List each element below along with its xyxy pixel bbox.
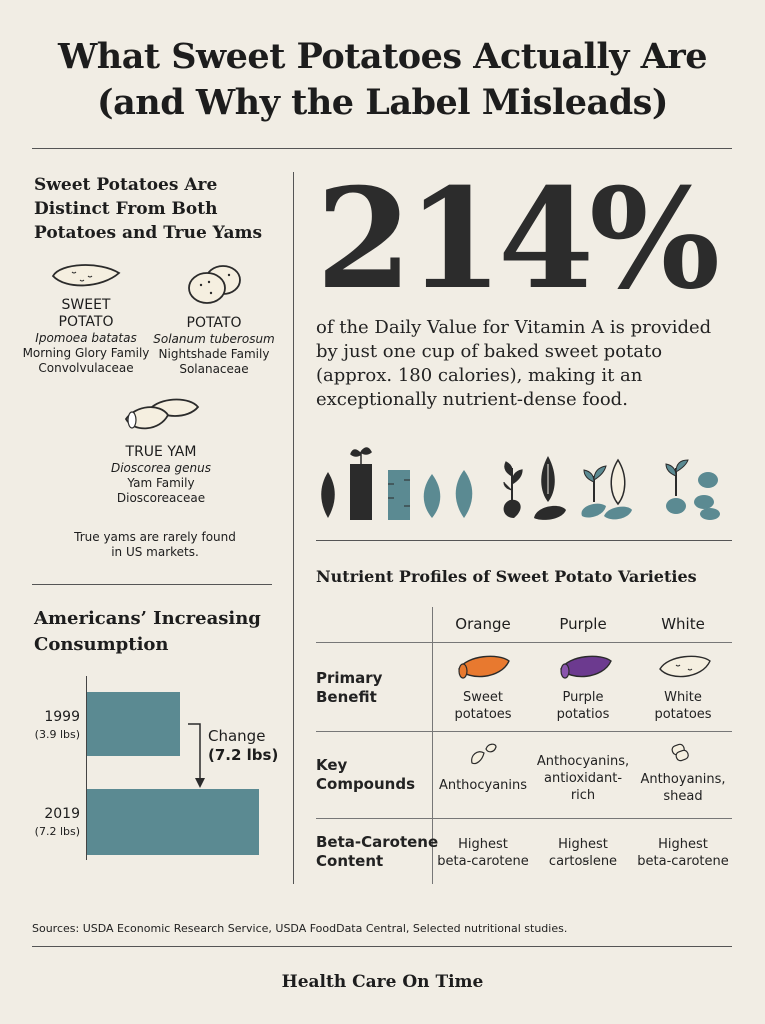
footer-divider [32, 946, 732, 947]
bar-label-2019: 2019 (7.2 lbs) [34, 806, 80, 838]
sweet-potato-item: SWEET POTATO Ipomoea batatas Morning Glo… [22, 297, 150, 375]
sources-note: Sources: USDA Economic Research Service,… [32, 922, 568, 935]
col-white: White [661, 615, 705, 633]
cell-orange-compounds: Anthocyanins [438, 778, 528, 793]
bar-1999 [87, 692, 180, 756]
table-row-rule-2 [316, 818, 732, 819]
cell-orange-beta: Highest beta-carotene [437, 837, 529, 869]
table-row-rule-1 [316, 731, 732, 732]
row-header-primary-benefit: Primary Benefit [316, 669, 383, 706]
left-section-divider [32, 584, 272, 585]
page-title: What Sweet Potatoes Actually Are (and Wh… [0, 34, 765, 126]
potato-item: POTATO Solanum tuberosum Nightshade Fami… [153, 315, 275, 376]
white-sweet-potato-icon [659, 655, 711, 678]
distinct-heading: Sweet Potatoes Are Distinct From Both Po… [34, 175, 263, 243]
title-line-2: (and Why the Label Misleads) [97, 82, 668, 123]
sweet-potato-icon [51, 264, 121, 287]
col-orange: Orange [455, 615, 511, 633]
col-purple: Purple [559, 615, 607, 633]
true-yam-item: TRUE YAM Dioscorea genus Yam Family Dios… [110, 444, 212, 505]
cell-white-compounds: Anthoyanins, shead [640, 772, 726, 804]
row-header-key-compounds: Key Compounds [316, 756, 416, 793]
orange-sweet-potato-icon [458, 655, 510, 679]
row-header-beta-carotene: Beta-Carotene Content [316, 833, 439, 870]
cell-white-benefit: White potatoes [654, 690, 712, 722]
compound-sprout-icon [471, 743, 497, 765]
profiles-heading: Nutrient Profiles of Sweet Potato Variet… [316, 567, 697, 586]
vitamin-description: of the Daily Value for Vitamin A is prov… [316, 317, 712, 410]
chart-axis [86, 676, 87, 860]
cell-white-beta: Highest beta-carotene [637, 837, 729, 869]
purple-sweet-potato-icon [560, 655, 612, 679]
true-yam-note: True yams are rarely found in US markets… [74, 530, 236, 559]
potato-icon [188, 265, 241, 304]
column-divider [293, 172, 294, 884]
vitamin-stat: 214% [316, 157, 720, 320]
title-divider [32, 148, 732, 149]
sweet-potato-varieties-illustration [321, 447, 720, 520]
title-line-1: What Sweet Potatoes Actually Are [57, 36, 708, 77]
cell-purple-beta: Highest cartoꞩlene [548, 837, 618, 869]
brand-name: Health Care On Time [281, 972, 484, 992]
bar-label-1999: 1999 (3.9 lbs) [34, 709, 80, 741]
change-annotation: Change (7.2 lbs) [208, 727, 279, 764]
cell-purple-compounds: Anthocyanins, antioxidant- rich [536, 754, 630, 803]
compound-slices-icon [671, 743, 689, 762]
table-header-rule [316, 642, 732, 643]
change-arrow-icon [188, 723, 205, 788]
right-section-divider [316, 540, 732, 541]
table-col-divider [432, 607, 433, 884]
true-yam-icon [124, 398, 200, 430]
cell-purple-benefit: Purple potatios [556, 690, 610, 722]
cell-orange-benefit: Sweet potatoes [454, 690, 512, 722]
consumption-heading: Americans’ Increasing Consumption [34, 608, 261, 655]
bar-2019 [87, 789, 259, 855]
